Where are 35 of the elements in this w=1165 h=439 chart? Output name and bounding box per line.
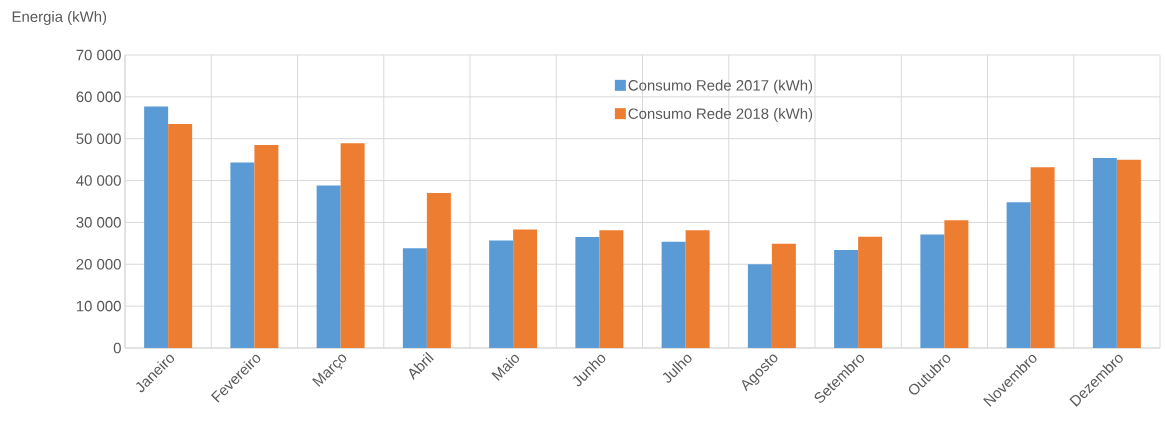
bar	[513, 229, 538, 348]
y-axis-title: Energia (kWh)	[12, 11, 107, 25]
bar	[599, 230, 624, 348]
bar	[1092, 157, 1117, 348]
bar	[944, 220, 969, 348]
bar	[316, 185, 341, 348]
bar	[834, 250, 859, 348]
bar	[1116, 159, 1141, 348]
y-tick-label: 20 000	[76, 258, 121, 270]
bar	[858, 236, 883, 348]
bar	[920, 234, 945, 348]
y-tick-label: 10 000	[76, 300, 121, 312]
bar	[661, 241, 686, 348]
bar	[489, 240, 514, 348]
bar	[747, 264, 772, 348]
y-tick-label: 40 000	[76, 175, 121, 186]
bar	[575, 237, 600, 348]
y-tick-label: 70 000	[76, 49, 121, 61]
bar	[1030, 167, 1055, 348]
bar	[254, 144, 279, 348]
y-tick-label: 60 000	[76, 91, 121, 103]
y-tick-label: 50 000	[76, 133, 121, 144]
legend-label: Consumo Rede 2018 (kWh)	[628, 107, 813, 122]
bar	[144, 106, 169, 348]
legend-label: Consumo Rede 2017 (kWh)	[628, 79, 813, 94]
bar	[340, 143, 365, 348]
y-tick-label: 30 000	[76, 217, 121, 228]
y-tick-label: 0	[113, 342, 121, 354]
bar	[402, 248, 427, 348]
bar	[685, 230, 710, 348]
bar	[168, 124, 193, 348]
bar	[1006, 202, 1031, 348]
bar	[771, 243, 796, 348]
bar	[230, 162, 255, 348]
bar	[426, 193, 451, 348]
